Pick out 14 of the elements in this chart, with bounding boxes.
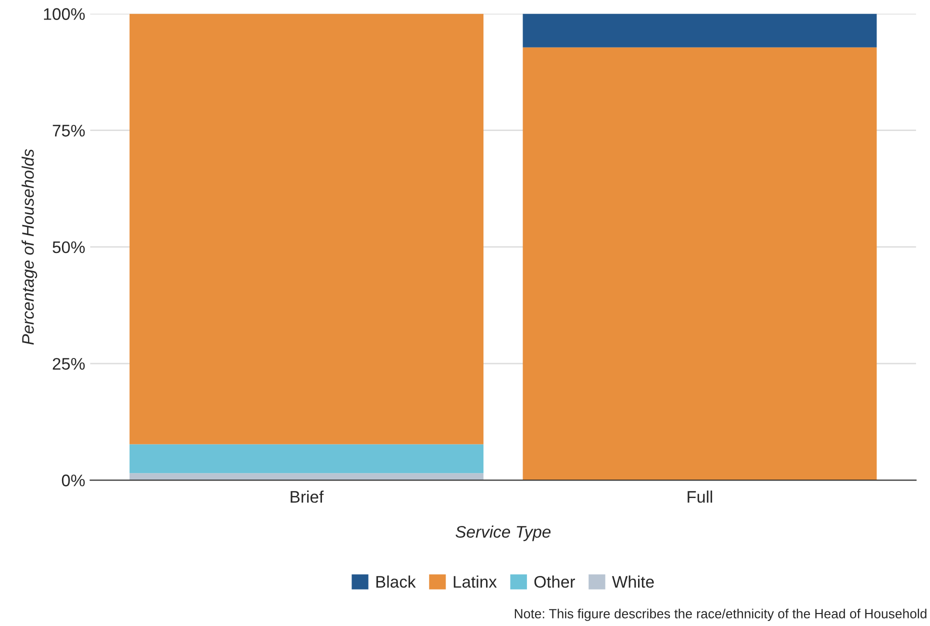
legend-label: Black [376,576,416,588]
legend-label: Other [534,576,576,588]
legend-label: White [612,576,654,588]
y-tick-label: 25% [52,358,85,370]
text: Note: This figure describes the race/ethnicity of the Head of Household [514,608,926,621]
legend-label: Latinx [454,576,497,588]
y-tick-label: 50% [52,241,85,254]
x-tick-label: Full [688,490,712,503]
x-tick-label: Brief [290,490,324,503]
y-tick-label: 75% [52,124,85,137]
y-axis-title: Percentage of Households [22,149,38,345]
y-tick-label: 100% [44,8,85,20]
y-tick-label: 0% [62,474,85,486]
x-axis-title: Service Type [456,526,551,542]
